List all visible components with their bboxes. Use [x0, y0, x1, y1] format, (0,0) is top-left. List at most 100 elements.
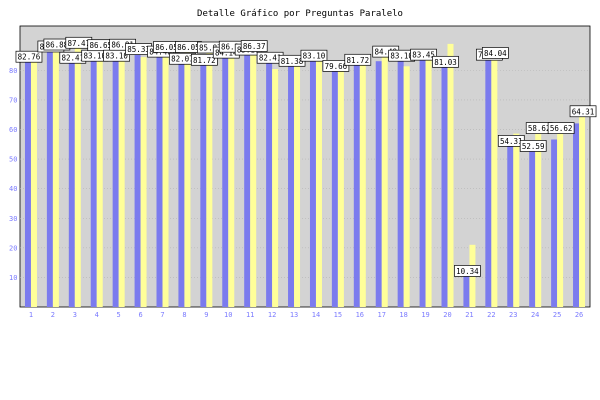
data-label-box	[481, 47, 509, 59]
data-label-text: 81.72	[347, 56, 370, 65]
bar-series-2	[96, 50, 103, 307]
bar-series-2	[250, 51, 257, 308]
bar-series-1	[90, 61, 97, 308]
data-label-box	[547, 122, 575, 134]
bar-series-1	[441, 67, 448, 307]
data-label: 81.72	[190, 53, 218, 66]
data-label-text: 86.05	[155, 43, 178, 52]
x-tick-label: 3	[73, 311, 77, 319]
data-label-text: 81.38	[281, 57, 304, 66]
x-tick-label: 1	[29, 311, 33, 319]
data-label-text: 82.07	[171, 55, 194, 64]
bar-series-2	[206, 53, 213, 307]
data-label-text: 83.45	[412, 51, 435, 60]
bar-series-2	[272, 69, 279, 307]
data-label-text: 86.81	[111, 41, 134, 50]
bar-series-1	[134, 54, 141, 307]
data-label: 10.34	[454, 265, 481, 277]
bar-series-1	[331, 71, 338, 307]
data-label-text: 86.88	[46, 41, 69, 50]
y-tick-label: 80	[9, 67, 17, 75]
x-tick-label: 11	[246, 311, 254, 319]
bar-series-2	[557, 133, 564, 307]
y-tick-label: 40	[9, 185, 17, 193]
data-label-text: 64.31	[572, 107, 595, 116]
bar-series-2	[315, 60, 322, 307]
x-tick-label: 14	[312, 311, 320, 319]
x-tick-label: 21	[465, 311, 473, 319]
data-label-text: 83.10	[390, 52, 413, 61]
x-tick-label: 18	[399, 311, 407, 319]
data-label: 52.59	[519, 140, 547, 152]
y-tick-label: 60	[9, 126, 17, 134]
data-label-text: 86.37	[243, 42, 266, 51]
bar-series-2	[359, 58, 366, 307]
data-label: 64.31	[569, 105, 597, 118]
data-label-text: 84.14	[215, 49, 238, 58]
x-tick-label: 25	[553, 311, 561, 319]
bar-series-1	[375, 61, 382, 308]
x-tick-label: 10	[224, 311, 232, 319]
bar-series-2	[403, 66, 410, 307]
bar-series-2	[74, 48, 81, 307]
x-tick-label: 22	[487, 311, 495, 319]
data-label: 79.66	[322, 60, 350, 72]
x-tick-label: 12	[268, 311, 276, 319]
data-label-text: 84.04	[484, 49, 507, 58]
bar-series-1	[419, 60, 426, 308]
data-label-text: 82.41	[62, 54, 85, 63]
data-label: 84.04	[481, 47, 509, 59]
data-label: 83.10	[300, 49, 328, 62]
x-tick-label: 19	[421, 311, 429, 319]
data-label-box	[190, 53, 218, 66]
x-tick-label: 13	[290, 311, 298, 319]
x-tick-label: 6	[138, 311, 142, 319]
data-label: 83.45	[410, 48, 437, 61]
data-label-text: 52.59	[522, 142, 545, 151]
bar-series-1	[68, 63, 75, 307]
bar-series-1	[551, 139, 558, 307]
bar-series-1	[485, 60, 492, 308]
x-tick-label: 5	[117, 311, 121, 319]
bar-series-1	[288, 66, 295, 307]
data-label-text: 83.10	[303, 52, 326, 61]
bar-series-1	[244, 55, 251, 307]
data-label-text: 82.41	[259, 54, 282, 63]
bars	[24, 43, 586, 308]
data-label-box	[569, 105, 597, 118]
x-tick-label: 9	[204, 311, 208, 319]
data-label-text: 86.05	[177, 43, 200, 52]
bar-series-1	[397, 61, 404, 308]
bar-series-2	[491, 58, 498, 308]
x-tick-label: 8	[182, 311, 186, 319]
bar-series-2	[513, 133, 520, 307]
bar-series-1	[200, 65, 207, 307]
x-tick-label: 20	[443, 311, 451, 319]
data-label-text: 87.47	[68, 39, 91, 48]
y-tick-label: 20	[9, 244, 17, 252]
data-label-box	[15, 50, 43, 63]
x-tick-label: 26	[575, 311, 583, 319]
data-label-text: 86.65	[89, 41, 112, 50]
data-label-text: 85.33	[127, 45, 150, 54]
data-labels: 82.7686.2186.8882.4187.4783.1086.6583.10…	[15, 36, 597, 277]
bar-series-2	[184, 52, 191, 307]
y-axis-ticks: 10 20 30 40 50 60 70 80	[9, 67, 17, 282]
data-label-text: 81.03	[434, 58, 457, 67]
data-label-box	[432, 55, 459, 68]
bar-series-1	[507, 146, 514, 307]
data-label-text: 10.34	[456, 267, 479, 276]
bar-series-1	[463, 276, 470, 307]
bar-series-1	[178, 64, 185, 308]
bar-series-2	[579, 116, 586, 307]
x-tick-label: 24	[531, 311, 539, 319]
bar-series-1	[353, 65, 360, 307]
data-label-text: 79.66	[325, 62, 348, 71]
data-label-text: 81.72	[193, 56, 216, 65]
bar-series-2	[425, 57, 432, 308]
data-label-box	[300, 49, 328, 62]
bar-series-1	[156, 57, 163, 308]
bar-series-2	[118, 50, 125, 307]
y-tick-label: 10	[9, 274, 17, 282]
